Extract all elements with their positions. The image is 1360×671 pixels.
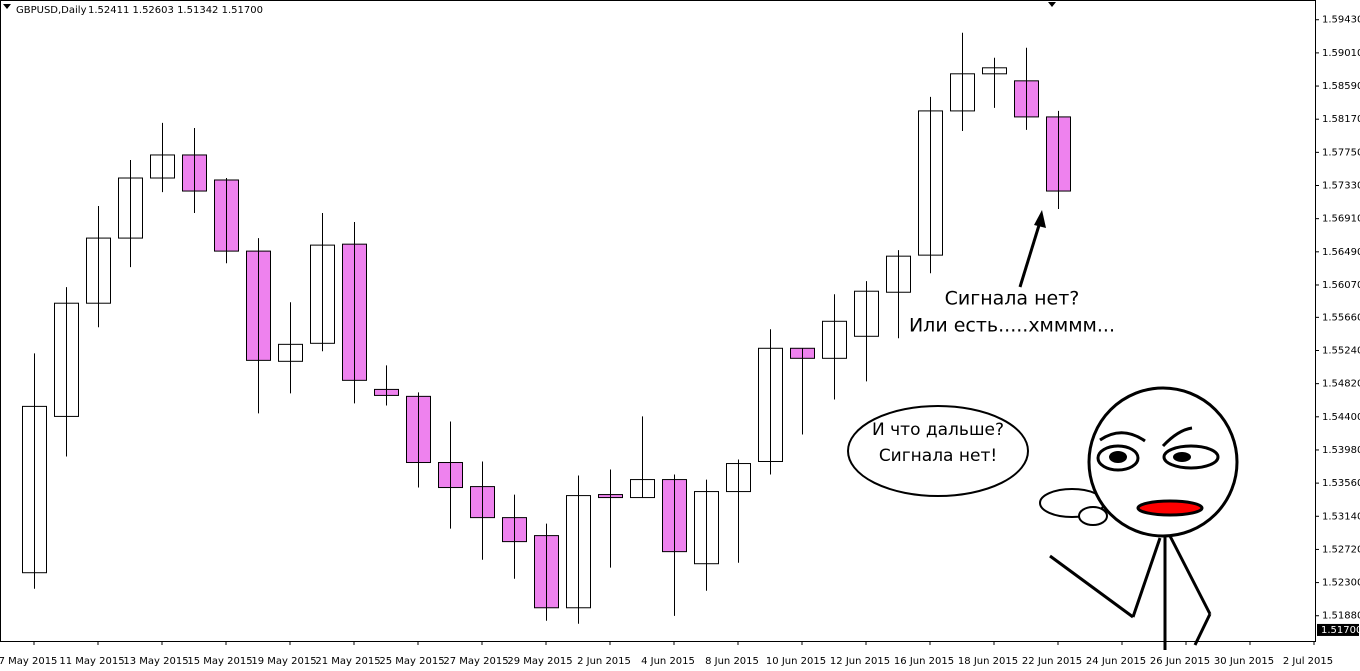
thought-bubble <box>847 405 1029 497</box>
y-tick-label: 1.51880 <box>1322 611 1360 622</box>
annotation: Или есть.....хмммм... <box>909 315 1115 337</box>
pupil <box>1173 452 1191 462</box>
plot-frame <box>0 0 1316 642</box>
x-tick-label: 24 Jun 2015 <box>1086 656 1146 667</box>
x-tick-label: 26 Jun 2015 <box>1150 656 1210 667</box>
arrow-head <box>1034 210 1046 228</box>
chart-title: GBPUSD,Daily <box>16 5 87 16</box>
arrow <box>1018 221 1042 288</box>
pupil <box>1109 451 1127 463</box>
y-tick-label: 1.58170 <box>1322 114 1360 125</box>
last-price-box <box>1317 623 1359 636</box>
y-tick-label: 1.59430 <box>1322 15 1360 26</box>
x-tick-label: 4 Jun 2015 <box>641 656 695 667</box>
y-tick-label: 1.53560 <box>1322 478 1360 489</box>
x-tick-label: 18 Jun 2015 <box>958 656 1018 667</box>
x-tick-label: 7 May 2015 <box>0 656 57 667</box>
bubble-text: И что дальше? <box>872 420 1004 440</box>
x-tick-label: 21 May 2015 <box>315 656 380 667</box>
x-tick-label: 19 May 2015 <box>251 656 316 667</box>
x-tick-label: 22 Jun 2015 <box>1022 656 1082 667</box>
title-marker <box>3 4 11 9</box>
y-tick-label: 1.56490 <box>1322 247 1360 258</box>
bubble-text: Сигнала нет! <box>879 446 997 466</box>
x-tick-label: 2 Jun 2015 <box>577 656 631 667</box>
shift-marker <box>1048 2 1056 7</box>
x-tick-label: 10 Jun 2015 <box>766 656 826 667</box>
annotation: Сигнала нет? <box>945 288 1080 310</box>
y-tick-label: 1.56910 <box>1322 214 1360 225</box>
y-tick-label: 1.55240 <box>1322 345 1360 356</box>
x-tick-label: 2 Jul 2015 <box>1283 656 1333 667</box>
x-tick-label: 29 May 2015 <box>507 656 572 667</box>
y-tick-label: 1.58590 <box>1322 81 1360 92</box>
last-price-label: 1.51700 <box>1321 625 1360 636</box>
y-tick-label: 1.52300 <box>1322 578 1360 589</box>
y-tick-label: 1.54820 <box>1322 379 1360 390</box>
x-tick-label: 30 Jun 2015 <box>1214 656 1274 667</box>
mouth <box>1136 499 1204 517</box>
x-tick-label: 8 Jun 2015 <box>705 656 759 667</box>
y-tick-label: 1.54400 <box>1322 412 1360 423</box>
y-tick-label: 1.53140 <box>1322 511 1360 522</box>
x-tick-label: 12 Jun 2015 <box>830 656 890 667</box>
y-tick-label: 1.57750 <box>1322 147 1360 158</box>
y-tick-label: 1.53980 <box>1322 445 1360 456</box>
x-tick-label: 11 May 2015 <box>59 656 124 667</box>
x-tick-label: 13 May 2015 <box>123 656 188 667</box>
x-tick-label: 16 Jun 2015 <box>894 656 954 667</box>
thought-bubble-tiny <box>1078 506 1108 526</box>
y-tick-label: 1.55660 <box>1322 312 1360 323</box>
x-tick-label: 25 May 2015 <box>379 656 444 667</box>
x-tick-label: 15 May 2015 <box>187 656 252 667</box>
x-tick-label: 27 May 2015 <box>443 656 508 667</box>
y-tick-label: 1.57330 <box>1322 181 1360 192</box>
y-tick-label: 1.56070 <box>1322 280 1360 291</box>
y-tick-label: 1.59010 <box>1322 48 1360 59</box>
ohlc-header: 1.52411 1.52603 1.51342 1.51700 <box>88 5 263 16</box>
y-tick-label: 1.52720 <box>1322 544 1360 555</box>
